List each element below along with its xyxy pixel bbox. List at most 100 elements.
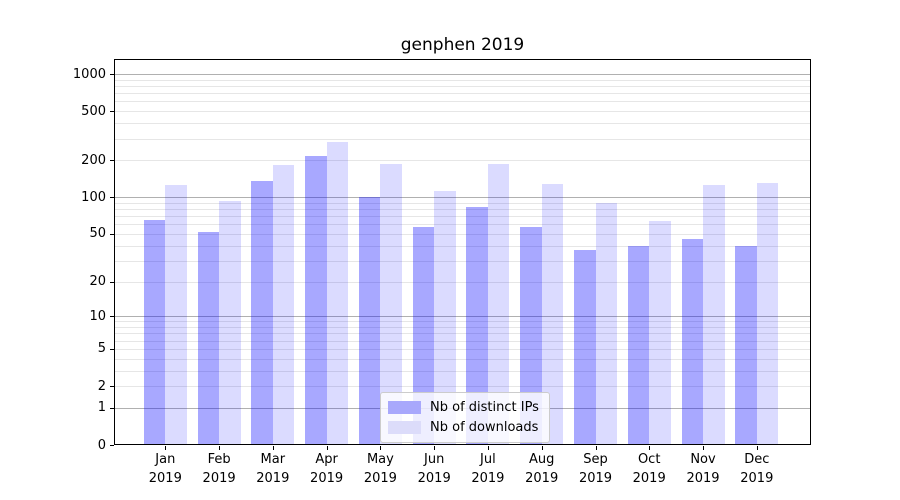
x-tick-month: Dec	[744, 452, 770, 467]
y-tick-mark	[110, 348, 114, 350]
y-tick-mark	[110, 386, 114, 387]
legend: Nb of distinct IPs Nb of downloads	[380, 392, 550, 443]
minor-gridline	[114, 79, 811, 81]
minor-gridline	[114, 340, 811, 342]
x-tick-year: 2019	[578, 471, 613, 486]
bar	[681, 239, 703, 445]
minor-gridline	[114, 333, 811, 335]
y-tick-label: 20	[89, 274, 106, 289]
x-tick-label: Mar 2019	[246, 450, 300, 488]
x-tick-month: Mar	[260, 452, 286, 467]
bar	[326, 142, 349, 445]
bar	[272, 165, 295, 445]
y-tick-mark	[110, 111, 114, 113]
y-tick-mark	[110, 445, 114, 446]
y-tick-label: 50	[89, 226, 106, 242]
x-tick-label: Nov 2019	[676, 450, 730, 488]
x-tick-label: Feb 2019	[192, 450, 246, 488]
minor-gridline	[114, 93, 811, 95]
minor-gridline	[114, 138, 811, 140]
y-tick-label: 5	[97, 341, 106, 357]
bar	[412, 227, 435, 445]
x-tick-mark	[434, 446, 436, 450]
bar	[219, 201, 241, 445]
bar	[756, 183, 779, 445]
y-tick-label: 200	[81, 152, 106, 168]
minor-gridline	[114, 260, 811, 262]
bar	[251, 181, 273, 445]
bar	[627, 245, 650, 445]
x-tick-month: Apr	[315, 452, 338, 467]
x-tick-month: May	[366, 452, 394, 467]
minor-gridline	[114, 111, 811, 113]
x-tick-mark	[165, 446, 167, 450]
minor-gridline	[114, 209, 811, 210]
x-tick-year: 2019	[202, 471, 236, 486]
x-tick-month: Feb	[207, 452, 231, 467]
x-tick-year: 2019	[632, 471, 666, 486]
x-tick-label: Dec 2019	[730, 450, 784, 488]
y-tick-mark	[110, 160, 114, 162]
legend-swatch-distinct-ips-icon	[388, 401, 421, 414]
x-tick-month: Aug	[528, 452, 555, 467]
bar	[358, 197, 381, 445]
bar	[520, 227, 542, 445]
legend-label-downloads: Nb of downloads	[430, 420, 539, 435]
x-tick-label: May 2019	[353, 450, 407, 488]
bar	[197, 231, 220, 445]
x-tick-label: Jun 2019	[407, 450, 461, 488]
x-tick-month: Oct	[637, 452, 661, 467]
x-tick-year: 2019	[525, 471, 559, 486]
y-tick-label: 2	[97, 378, 106, 394]
y-tick-mark	[110, 233, 114, 235]
minor-gridline	[114, 224, 811, 226]
y-tick-mark	[110, 197, 114, 199]
x-tick-mark	[703, 446, 704, 450]
x-tick-label: Aug 2019	[515, 450, 569, 488]
x-tick-mark	[756, 446, 758, 450]
y-tick-label: 500	[81, 103, 106, 119]
x-tick-mark	[595, 446, 597, 450]
x-tick-month: Jul	[480, 452, 496, 467]
x-tick-mark	[219, 446, 221, 450]
y-tick-mark	[110, 316, 114, 318]
minor-gridline	[114, 358, 811, 360]
chart-title: genphen 2019	[400, 35, 525, 55]
x-tick-month: Nov	[690, 452, 716, 467]
y-tick-mark	[110, 281, 114, 283]
y-tick-label: 100	[81, 189, 106, 205]
y-tick-label: 1	[97, 400, 106, 416]
legend-label-distinct-ips: Nb of distinct IPs	[430, 400, 539, 415]
minor-gridline	[114, 160, 811, 162]
minor-gridline	[114, 233, 811, 235]
x-tick-mark	[541, 446, 543, 450]
minor-gridline	[114, 123, 811, 125]
bar	[595, 203, 617, 445]
x-tick-label: Apr 2019	[300, 450, 354, 488]
bar	[649, 220, 671, 445]
x-tick-year: 2019	[740, 471, 774, 486]
minor-gridline	[114, 202, 811, 204]
x-tick-month: Sep	[583, 452, 608, 467]
minor-gridline	[114, 348, 811, 350]
x-tick-month: Jan	[155, 452, 176, 467]
bar	[143, 220, 166, 445]
plot-area: Nb of distinct IPs Nb of downloads	[114, 59, 811, 445]
y-tick-mark	[110, 407, 114, 409]
major-gridline	[114, 316, 811, 318]
minor-gridline	[114, 281, 811, 283]
bar	[466, 207, 488, 445]
bar	[487, 164, 510, 445]
x-tick-mark	[326, 446, 328, 450]
x-tick-year: 2019	[256, 471, 290, 486]
bar	[165, 184, 187, 445]
y-tick-label: 0	[97, 437, 106, 453]
bar	[735, 245, 757, 445]
bar	[703, 184, 725, 445]
x-tick-year: 2019	[417, 471, 451, 486]
bar	[305, 155, 327, 445]
x-tick-month: Jun	[424, 452, 445, 467]
minor-gridline	[114, 327, 811, 328]
bar	[541, 184, 564, 445]
